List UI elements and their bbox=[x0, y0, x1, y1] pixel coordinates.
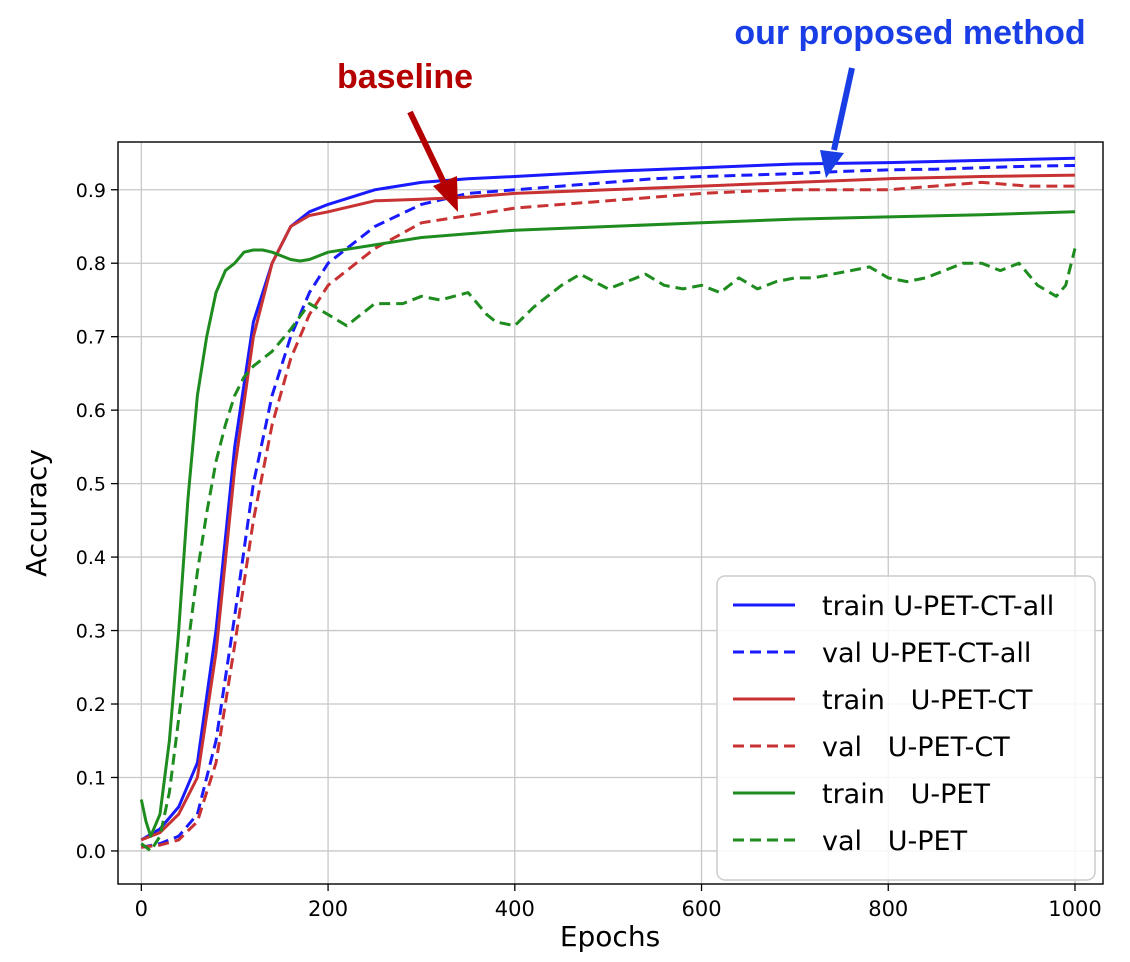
baseline-annotation-label: baseline bbox=[337, 58, 473, 96]
legend: train U-PET-CT-all val U-PET-CT-all train … bbox=[716, 575, 1096, 881]
x-tick-label: 200 bbox=[308, 897, 348, 921]
y-tick-label: 0.9 bbox=[76, 180, 106, 202]
x-tick-label: 1000 bbox=[1048, 897, 1101, 921]
baseline-annotation: baseline bbox=[337, 58, 473, 212]
y-axis-ticks: 0.0 0.1 0.2 0.3 0.4 0.5 0.6 0.7 0.8 0.9 bbox=[76, 180, 118, 863]
series-line-3 bbox=[140, 173, 1076, 842]
baseline-arrowhead bbox=[433, 176, 458, 212]
legend-label: val U-PET-CT-all bbox=[822, 638, 1031, 669]
y-tick-label: 0.1 bbox=[76, 767, 106, 789]
x-tick-label: 800 bbox=[868, 897, 908, 921]
baseline-arrow bbox=[407, 110, 448, 187]
y-tick-label: 0.6 bbox=[76, 400, 106, 422]
x-tick-label: 0 bbox=[135, 897, 148, 921]
series-line-6 bbox=[140, 248, 1077, 853]
legend-label: val U-PET-CT bbox=[822, 732, 1010, 763]
grid bbox=[118, 142, 1103, 884]
legend-label: train U-PET-CT bbox=[822, 685, 1033, 716]
x-tick-label: 400 bbox=[495, 897, 535, 921]
legend-label: val U-PET bbox=[822, 826, 968, 857]
y-tick-label: 0.2 bbox=[76, 694, 106, 716]
x-axis-label: Epochs bbox=[560, 920, 660, 953]
legend-box bbox=[716, 575, 1096, 881]
y-tick-label: 0.7 bbox=[76, 327, 106, 349]
series-lines bbox=[139, 156, 1077, 853]
y-axis-label: Accuracy bbox=[20, 449, 53, 577]
proposed-method-annotation: our proposed method bbox=[734, 14, 1086, 178]
y-tick-label: 0.0 bbox=[76, 841, 106, 863]
y-tick-label: 0.4 bbox=[76, 547, 106, 569]
proposed-method-arrow bbox=[831, 67, 855, 151]
series-line-5 bbox=[139, 210, 1076, 838]
plot-frame bbox=[117, 141, 1104, 885]
legend-entries: train U-PET-CT-all val U-PET-CT-all train … bbox=[733, 591, 1054, 857]
legend-label: train U-PET bbox=[822, 779, 990, 810]
x-tick-label: 600 bbox=[681, 897, 721, 921]
proposed-method-arrowhead bbox=[820, 150, 844, 178]
legend-label: train U-PET-CT-all bbox=[822, 591, 1054, 622]
x-axis-ticks: 0 200 400 600 800 1000 bbox=[135, 884, 1102, 921]
y-tick-label: 0.3 bbox=[76, 621, 106, 643]
y-tick-label: 0.5 bbox=[76, 474, 106, 496]
proposed-method-annotation-label: our proposed method bbox=[734, 14, 1085, 52]
y-tick-label: 0.8 bbox=[76, 253, 106, 275]
series-line-1 bbox=[140, 156, 1076, 842]
